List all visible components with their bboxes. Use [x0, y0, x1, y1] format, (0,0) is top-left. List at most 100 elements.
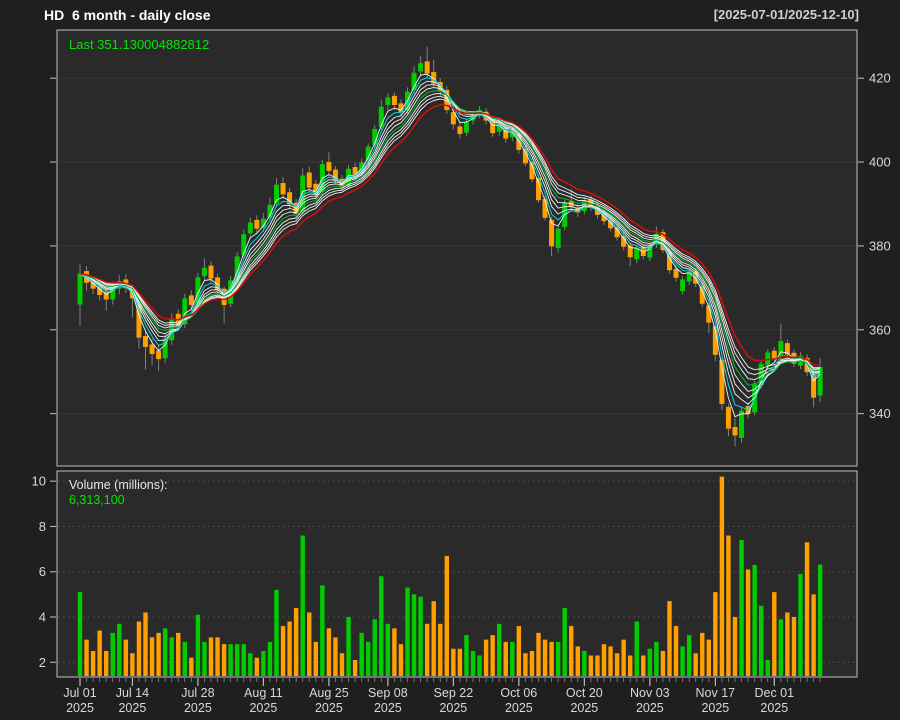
candle-up — [300, 175, 306, 212]
volume-bar — [785, 612, 790, 676]
volume-bar — [719, 476, 725, 676]
panel-borders — [56, 29, 858, 678]
ma-line-red — [79, 103, 821, 366]
svg-text:Dec 01: Dec 01 — [754, 686, 794, 700]
volume-bar — [628, 655, 633, 676]
candle-down — [332, 169, 338, 181]
volume-bar — [97, 630, 102, 676]
volume-bar — [333, 637, 338, 676]
candle-down — [97, 286, 103, 295]
candle-down — [391, 95, 397, 106]
volume-bar — [634, 621, 639, 676]
candle-up — [241, 234, 247, 256]
volume-bar — [392, 628, 397, 676]
volume-bar — [713, 592, 718, 676]
candle-up — [758, 363, 764, 386]
candle-down — [693, 271, 699, 284]
volume-bar — [444, 555, 449, 676]
svg-text:Nov 03: Nov 03 — [630, 686, 670, 700]
volume-bar — [176, 632, 181, 676]
volume-bar — [693, 653, 698, 676]
svg-text:360: 360 — [869, 322, 891, 337]
volume-bar — [667, 601, 672, 676]
svg-text:2025: 2025 — [636, 701, 664, 715]
volume-bar — [529, 650, 535, 676]
svg-text:Jul 14: Jul 14 — [116, 686, 149, 700]
volume-bar — [739, 540, 744, 676]
candle-down — [287, 192, 293, 205]
volume-bar — [261, 650, 266, 676]
volume-bar — [398, 644, 404, 676]
volume-bar — [791, 617, 797, 676]
volume-bar — [464, 635, 469, 676]
volume-bar — [241, 644, 246, 676]
candle-up — [463, 121, 469, 133]
svg-text:Jul 01: Jul 01 — [63, 686, 96, 700]
svg-text:340: 340 — [869, 406, 891, 421]
candle-down — [313, 183, 319, 195]
volume-bar — [372, 619, 377, 676]
volume-bar — [202, 641, 207, 676]
candle-up — [162, 338, 168, 359]
candle-up — [372, 128, 378, 145]
candle-down — [103, 292, 109, 300]
candle-down — [699, 286, 705, 304]
volume-bar — [804, 542, 810, 676]
volume-bar — [104, 650, 109, 676]
candle-down — [732, 427, 738, 436]
volume-bar — [346, 617, 351, 676]
volume-bar — [732, 617, 738, 676]
volume-bar — [542, 639, 548, 676]
candle-up — [411, 72, 417, 90]
candle-down — [503, 126, 509, 139]
volume-bar — [562, 607, 567, 676]
candle-up — [680, 279, 686, 292]
candle-up — [365, 146, 371, 161]
volume-bar — [765, 660, 770, 676]
svg-text:2025: 2025 — [249, 701, 277, 715]
candle-down — [601, 213, 607, 222]
volume-bar — [477, 655, 482, 676]
candle-down — [522, 148, 528, 164]
candle-down — [208, 265, 214, 279]
candle-up — [686, 271, 692, 282]
volume-bar — [811, 594, 816, 676]
svg-text:Nov 17: Nov 17 — [696, 686, 736, 700]
svg-text:2025: 2025 — [66, 701, 94, 715]
candle-down — [529, 162, 535, 180]
volume-bar — [208, 637, 214, 676]
volume-bar — [438, 623, 443, 676]
volume-bar — [162, 628, 168, 676]
volume-bar — [745, 569, 751, 676]
candle-down — [667, 251, 672, 271]
volume-bar — [254, 657, 260, 676]
volume-bar — [366, 641, 371, 676]
volume-y-axis: 2 4 6 8 10 — [32, 474, 56, 670]
candle-up — [201, 267, 207, 277]
volume-bar — [555, 641, 561, 676]
svg-text:4: 4 — [39, 610, 46, 625]
svg-text:2025: 2025 — [760, 701, 788, 715]
volume-bar — [136, 621, 142, 676]
volume-bar — [215, 637, 220, 676]
candle-down — [326, 162, 332, 171]
candle-down — [136, 304, 142, 338]
volume-bars — [77, 476, 823, 676]
candle-down — [398, 103, 404, 113]
volume-bar — [359, 632, 364, 676]
candle-up — [359, 162, 365, 173]
candle-up — [496, 125, 502, 132]
volume-panel-label: Volume (millions): — [69, 478, 168, 492]
date-range-label: [2025-07-01/2025-12-10] — [713, 7, 859, 22]
volume-bar — [385, 623, 391, 676]
candle-up — [195, 277, 201, 304]
candle-up — [817, 366, 823, 396]
volume-bar — [130, 653, 135, 676]
candle-up — [647, 245, 653, 258]
candle-up — [260, 218, 266, 228]
volume-bar — [149, 637, 155, 676]
svg-text:Sep 22: Sep 22 — [434, 686, 474, 700]
svg-text:Jul 28: Jul 28 — [181, 686, 214, 700]
volume-bar — [320, 585, 325, 676]
volume-bar — [569, 626, 574, 676]
